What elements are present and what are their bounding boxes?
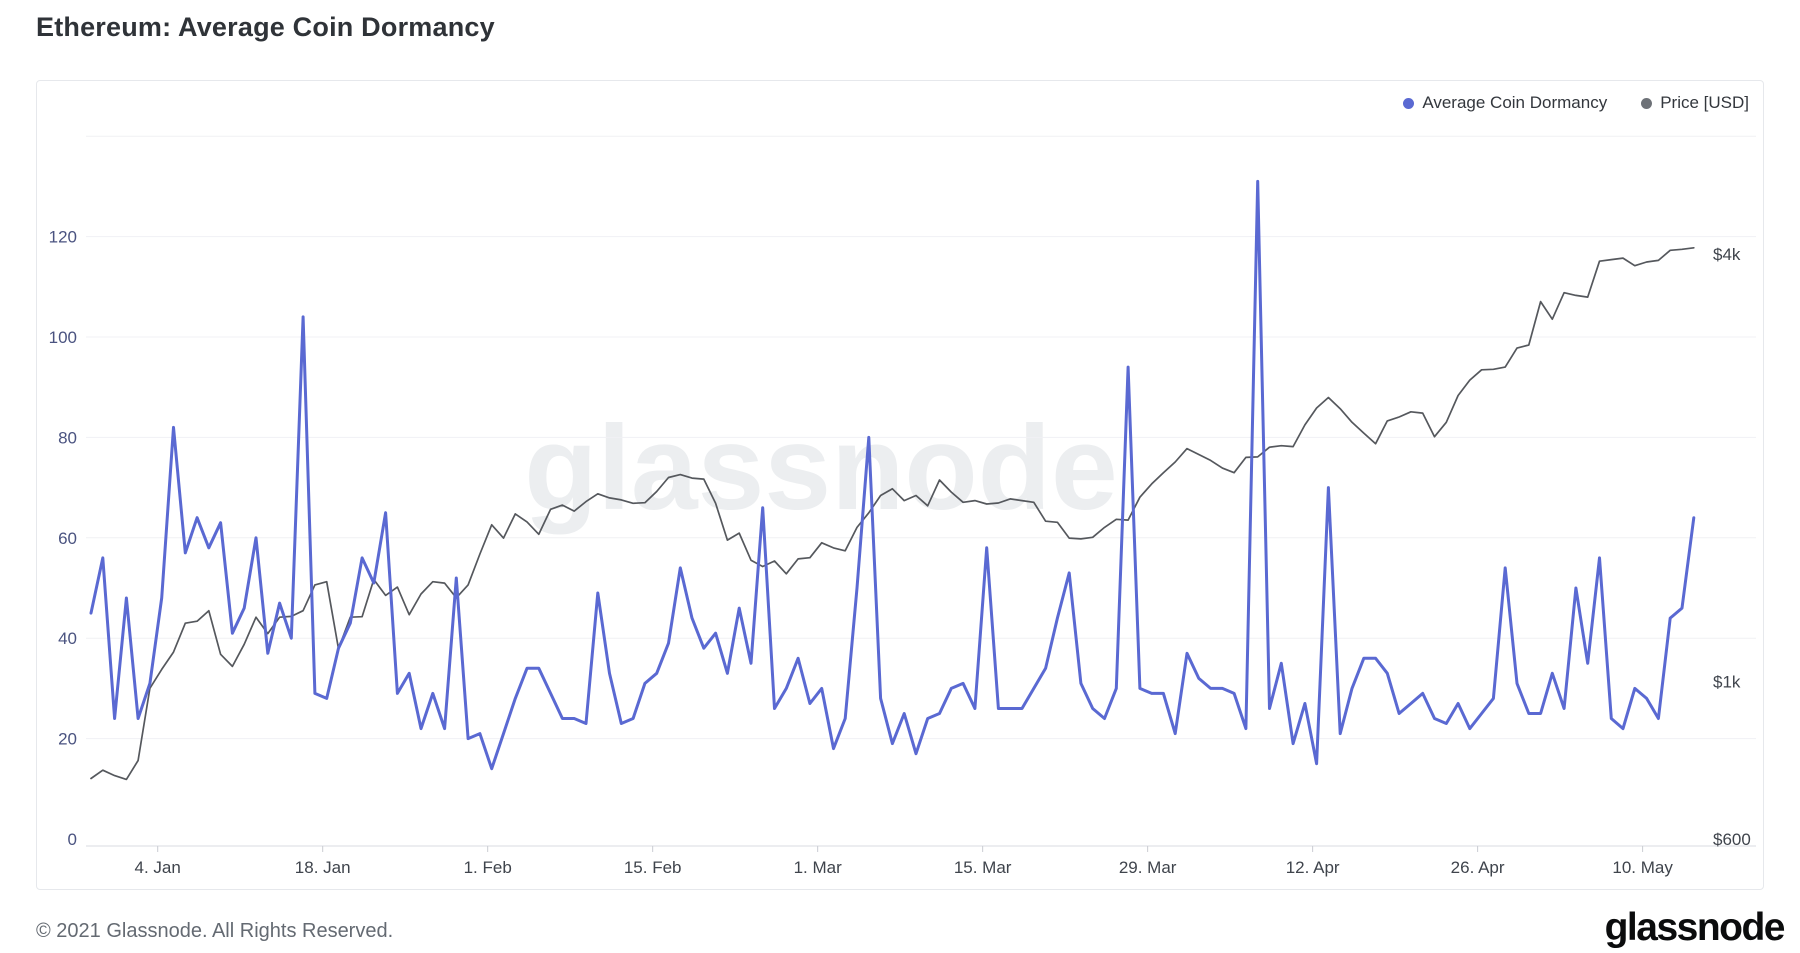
- x-axis-label: 1. Mar: [794, 858, 843, 877]
- chart-card: Average Coin Dormancy Price [USD] glassn…: [36, 80, 1764, 890]
- page-title: Ethereum: Average Coin Dormancy: [36, 12, 495, 42]
- x-axis-label: 15. Mar: [954, 858, 1012, 877]
- y-axis-label-left: 120: [49, 228, 77, 247]
- legend-label: Price [USD]: [1660, 93, 1749, 112]
- glassnode-logo: glassnode: [1604, 906, 1786, 949]
- x-axis-label: 18. Jan: [295, 858, 351, 877]
- y-axis-label-left: 20: [58, 730, 77, 749]
- legend-item-price-usd[interactable]: Price [USD]: [1641, 93, 1749, 113]
- x-axis-label: 10. May: [1612, 858, 1673, 877]
- y-axis-label-left: 0: [68, 830, 77, 849]
- x-axis-label: 29. Mar: [1119, 858, 1177, 877]
- y-axis-label-left: 100: [49, 328, 77, 347]
- chart-plot-area[interactable]: glassnode 4. Jan 18. Jan 1. Feb 15. Feb 1. Ma…: [37, 81, 1765, 891]
- legend-label: Average Coin Dormancy: [1422, 93, 1608, 112]
- y-axis-label-left: 40: [58, 629, 77, 648]
- dormancy-legend-dot-icon: [1403, 97, 1415, 109]
- glassnode-watermark: glassnode: [524, 401, 1118, 535]
- legend-item-average-coin-dormancy[interactable]: Average Coin Dormancy: [1403, 93, 1607, 113]
- x-axis-label: 15. Feb: [624, 858, 682, 877]
- y-axis-label-left: 60: [58, 529, 77, 548]
- x-axis-label: 12. Apr: [1286, 858, 1340, 877]
- price-line[interactable]: [90, 246, 1695, 781]
- x-axis-label: 26. Apr: [1451, 858, 1505, 877]
- x-axis-label: 1. Feb: [464, 858, 512, 877]
- y-axis-label-right: $4k: [1713, 245, 1741, 264]
- chart-legend: Average Coin Dormancy Price [USD]: [1403, 93, 1749, 113]
- x-axis-label: 4. Jan: [135, 858, 181, 877]
- dormancy-line[interactable]: [89, 179, 1696, 771]
- footer-copyright: © 2021 Glassnode. All Rights Reserved.: [36, 920, 394, 942]
- y-axis-label-right: $1k: [1713, 672, 1741, 691]
- y-axis-label-right: $600: [1713, 830, 1751, 849]
- price-legend-dot-icon: [1641, 97, 1653, 109]
- y-axis-label-left: 80: [58, 428, 77, 447]
